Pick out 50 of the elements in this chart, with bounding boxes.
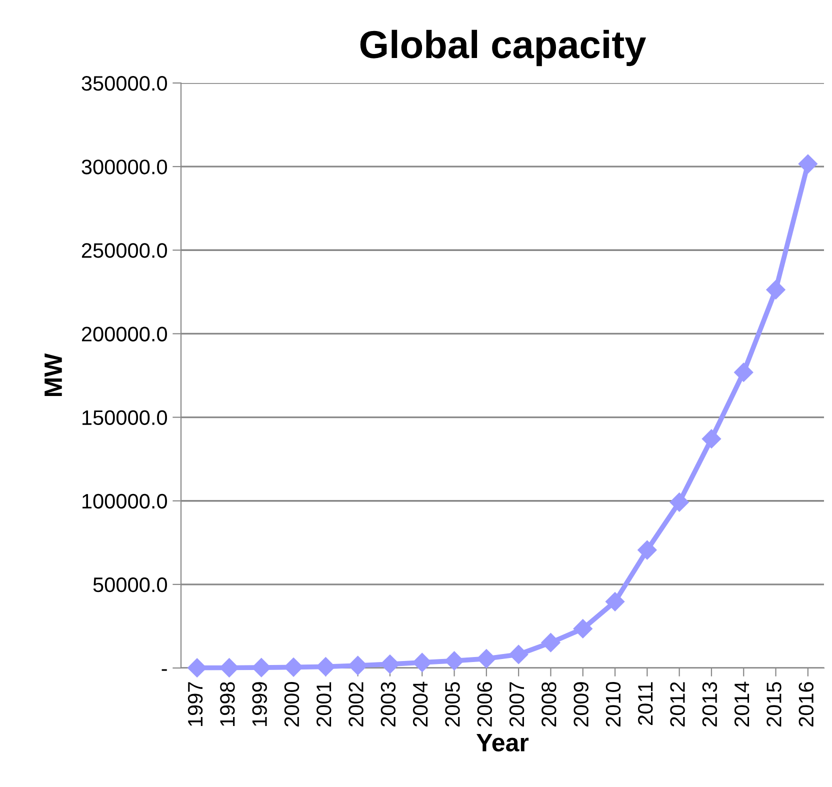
x-tick-label: 2002 xyxy=(348,682,364,726)
x-tick-label: 2005 xyxy=(445,682,460,726)
x-tick-label: 2004 xyxy=(412,682,428,726)
y-tick-label: 250000.0 xyxy=(82,243,167,258)
x-tick-label: 2014 xyxy=(734,682,750,726)
x-tick-label: 2011 xyxy=(638,682,653,725)
x-tick-label: 2012 xyxy=(670,682,685,726)
point xyxy=(509,644,528,664)
x-tick-label: 2008 xyxy=(542,682,556,726)
point xyxy=(670,492,689,512)
point xyxy=(734,362,754,382)
point xyxy=(702,429,722,448)
point xyxy=(476,649,496,668)
y-tick-label: 150000.0 xyxy=(82,410,167,426)
x-axis-title: Year xyxy=(476,734,529,752)
y-tick-label: - xyxy=(162,669,167,671)
point xyxy=(605,592,625,612)
x-tick-label: 1998 xyxy=(220,682,235,726)
x-tick-label: 2016 xyxy=(798,682,814,726)
x-tick-label: 2010 xyxy=(606,682,621,726)
x-tick-label: 2001 xyxy=(316,682,332,726)
point xyxy=(798,154,818,174)
x-tick-label: 2007 xyxy=(509,682,524,726)
point xyxy=(766,280,786,300)
point xyxy=(316,657,336,676)
point xyxy=(412,652,432,672)
point xyxy=(638,540,657,560)
y-tick-label: 300000.0 xyxy=(82,160,167,174)
point xyxy=(220,658,239,678)
point xyxy=(573,619,592,638)
x-tick-label: 1997 xyxy=(188,682,203,726)
x-tick-label: 1999 xyxy=(252,682,267,726)
x-tick-label: 2003 xyxy=(380,682,396,726)
point xyxy=(541,633,560,652)
point xyxy=(380,654,400,674)
y-tick-label: 50000.0 xyxy=(93,577,167,592)
point xyxy=(252,658,271,678)
point xyxy=(188,658,207,678)
x-tick-label: 2006 xyxy=(477,682,492,726)
y-tick-label: 350000.0 xyxy=(82,76,167,91)
point xyxy=(444,651,464,670)
chart-title: Global capacity xyxy=(360,30,646,66)
x-tick-label: 2013 xyxy=(702,682,718,726)
y-tick-label: 100000.0 xyxy=(82,494,167,509)
x-tick-label: 2000 xyxy=(284,682,300,726)
y-tick-label: 200000.0 xyxy=(82,326,167,342)
point xyxy=(348,656,368,676)
y-axis-title: MW xyxy=(44,353,62,396)
x-tick-label: 2015 xyxy=(766,682,782,726)
x-tick-label: 2009 xyxy=(574,682,588,726)
